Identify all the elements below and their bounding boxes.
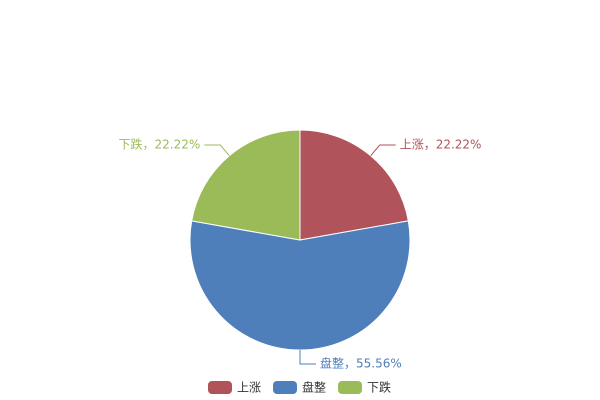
pie-slice (299, 129, 409, 241)
legend-label[interactable]: 盘整 (302, 380, 326, 395)
legend-label[interactable]: 上涨 (237, 380, 261, 395)
legend-swatch[interactable] (338, 381, 363, 394)
pie-slice (191, 129, 301, 241)
leader-line (204, 144, 230, 157)
leader-line (370, 144, 396, 157)
data-label: 下跌，22.22% (119, 137, 201, 152)
legend-swatch[interactable] (208, 381, 232, 394)
data-label: 盘整，55.56% (320, 356, 402, 371)
legend-swatch[interactable] (273, 381, 298, 394)
leader-line (299, 350, 316, 365)
legend-label[interactable]: 下跌 (367, 380, 391, 395)
data-label: 上涨，22.22% (400, 137, 482, 152)
